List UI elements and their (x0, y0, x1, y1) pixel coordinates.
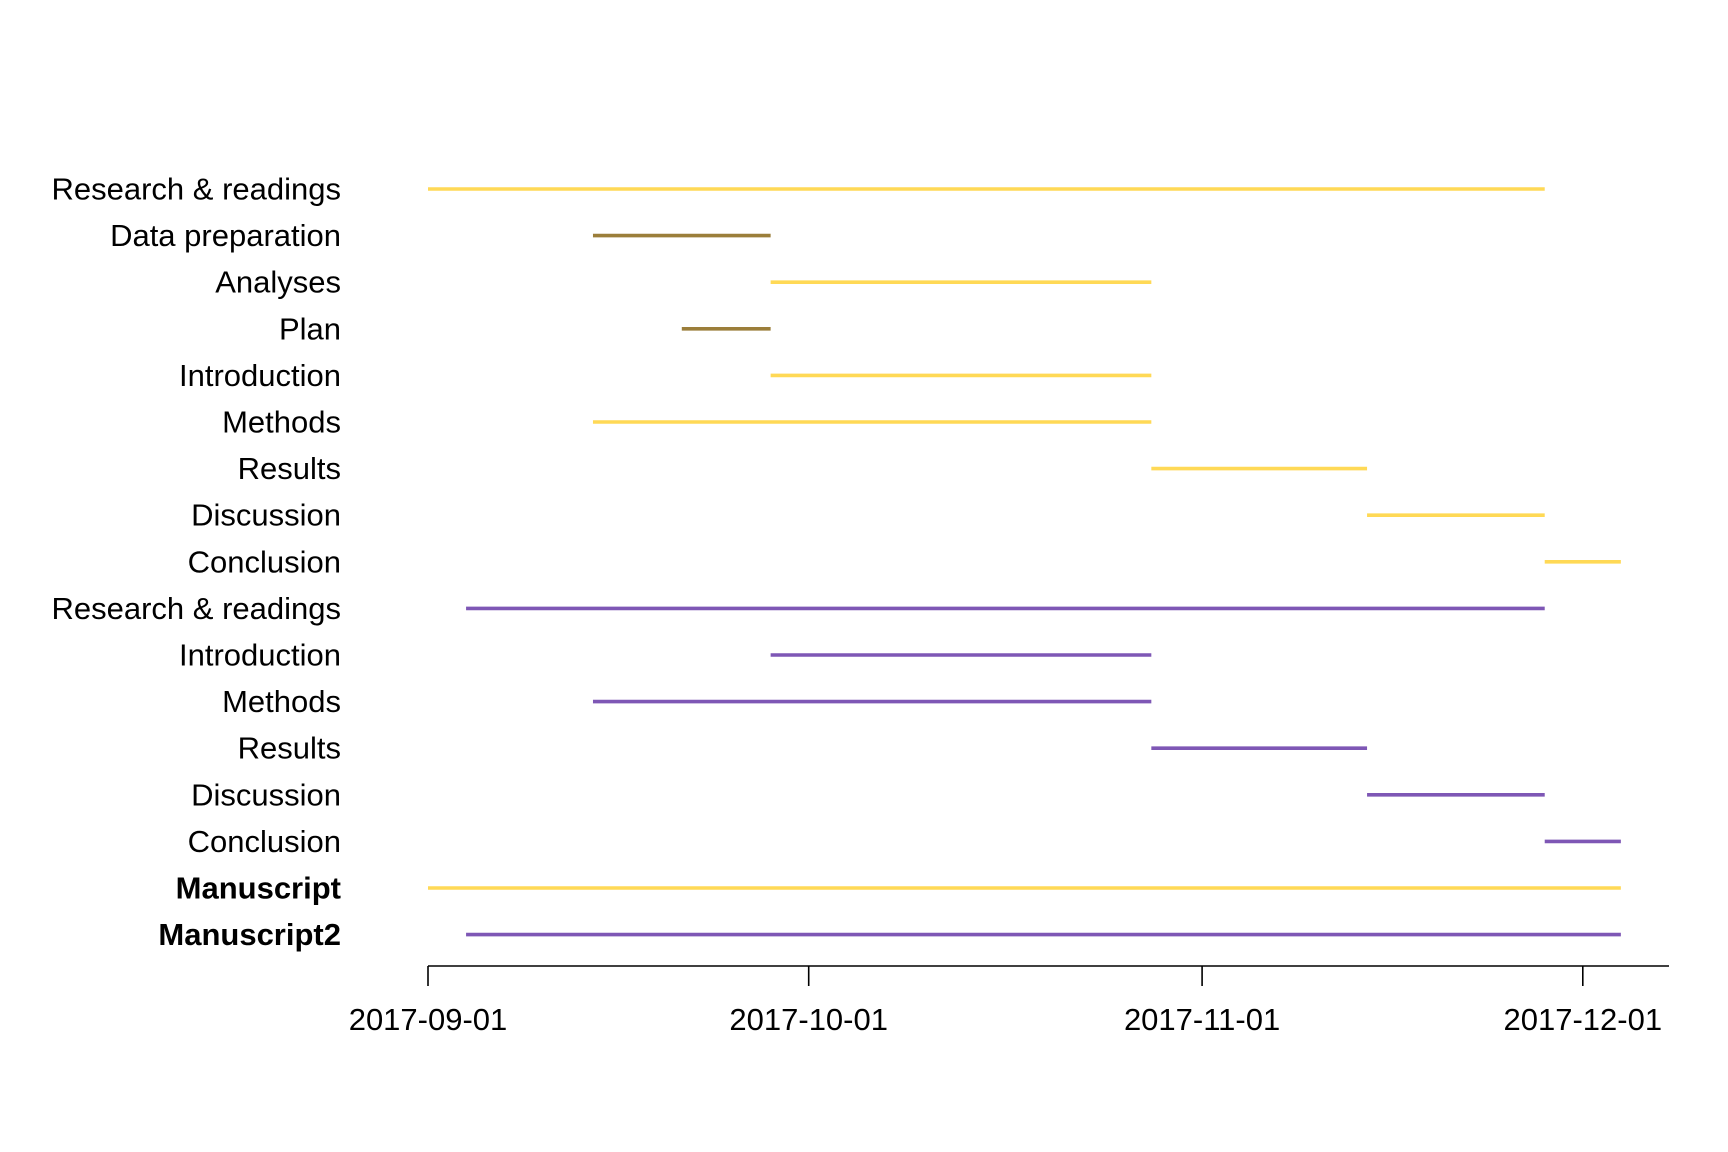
task-bars (428, 187, 1621, 937)
task-label-14-discussion: Discussion (191, 777, 341, 812)
task-label-10-research-and-readings: Research & readings (52, 591, 342, 626)
task-label-7-results: Results (238, 451, 341, 486)
task-label-4-plan: Plan (279, 311, 341, 346)
task-label-5-introduction: Introduction (179, 358, 341, 393)
task-label-1-research-and-readings: Research & readings (52, 172, 342, 207)
task-label-6-methods: Methods (222, 405, 341, 440)
x-tick-label-4: 2017-12-01 (1504, 1002, 1663, 1037)
task-labels: Research & readings Data preparation Analy… (52, 172, 342, 953)
task-label-2-data-preparation: Data preparation (110, 218, 341, 253)
task-label-3-analyses: Analyses (215, 265, 341, 300)
task-label-15-conclusion: Conclusion (188, 824, 341, 859)
x-tick-label-1: 2017-09-01 (349, 1002, 508, 1037)
task-label-11-introduction: Introduction (179, 638, 341, 673)
task-label-12-methods: Methods (222, 684, 341, 719)
task-label-9-conclusion: Conclusion (188, 544, 341, 579)
x-tick-label-3: 2017-11-01 (1124, 1002, 1280, 1037)
x-tick-label-2: 2017-10-01 (729, 1002, 888, 1037)
task-label-13-results: Results (238, 731, 341, 766)
task-label-17-manuscript2: Manuscript2 (158, 917, 341, 952)
task-label-16-manuscript: Manuscript (176, 871, 341, 906)
x-axis: 2017-09-01 2017-10-01 2017-11-01 2017-12-01 (349, 965, 1669, 1037)
task-label-8-discussion: Discussion (191, 498, 341, 533)
